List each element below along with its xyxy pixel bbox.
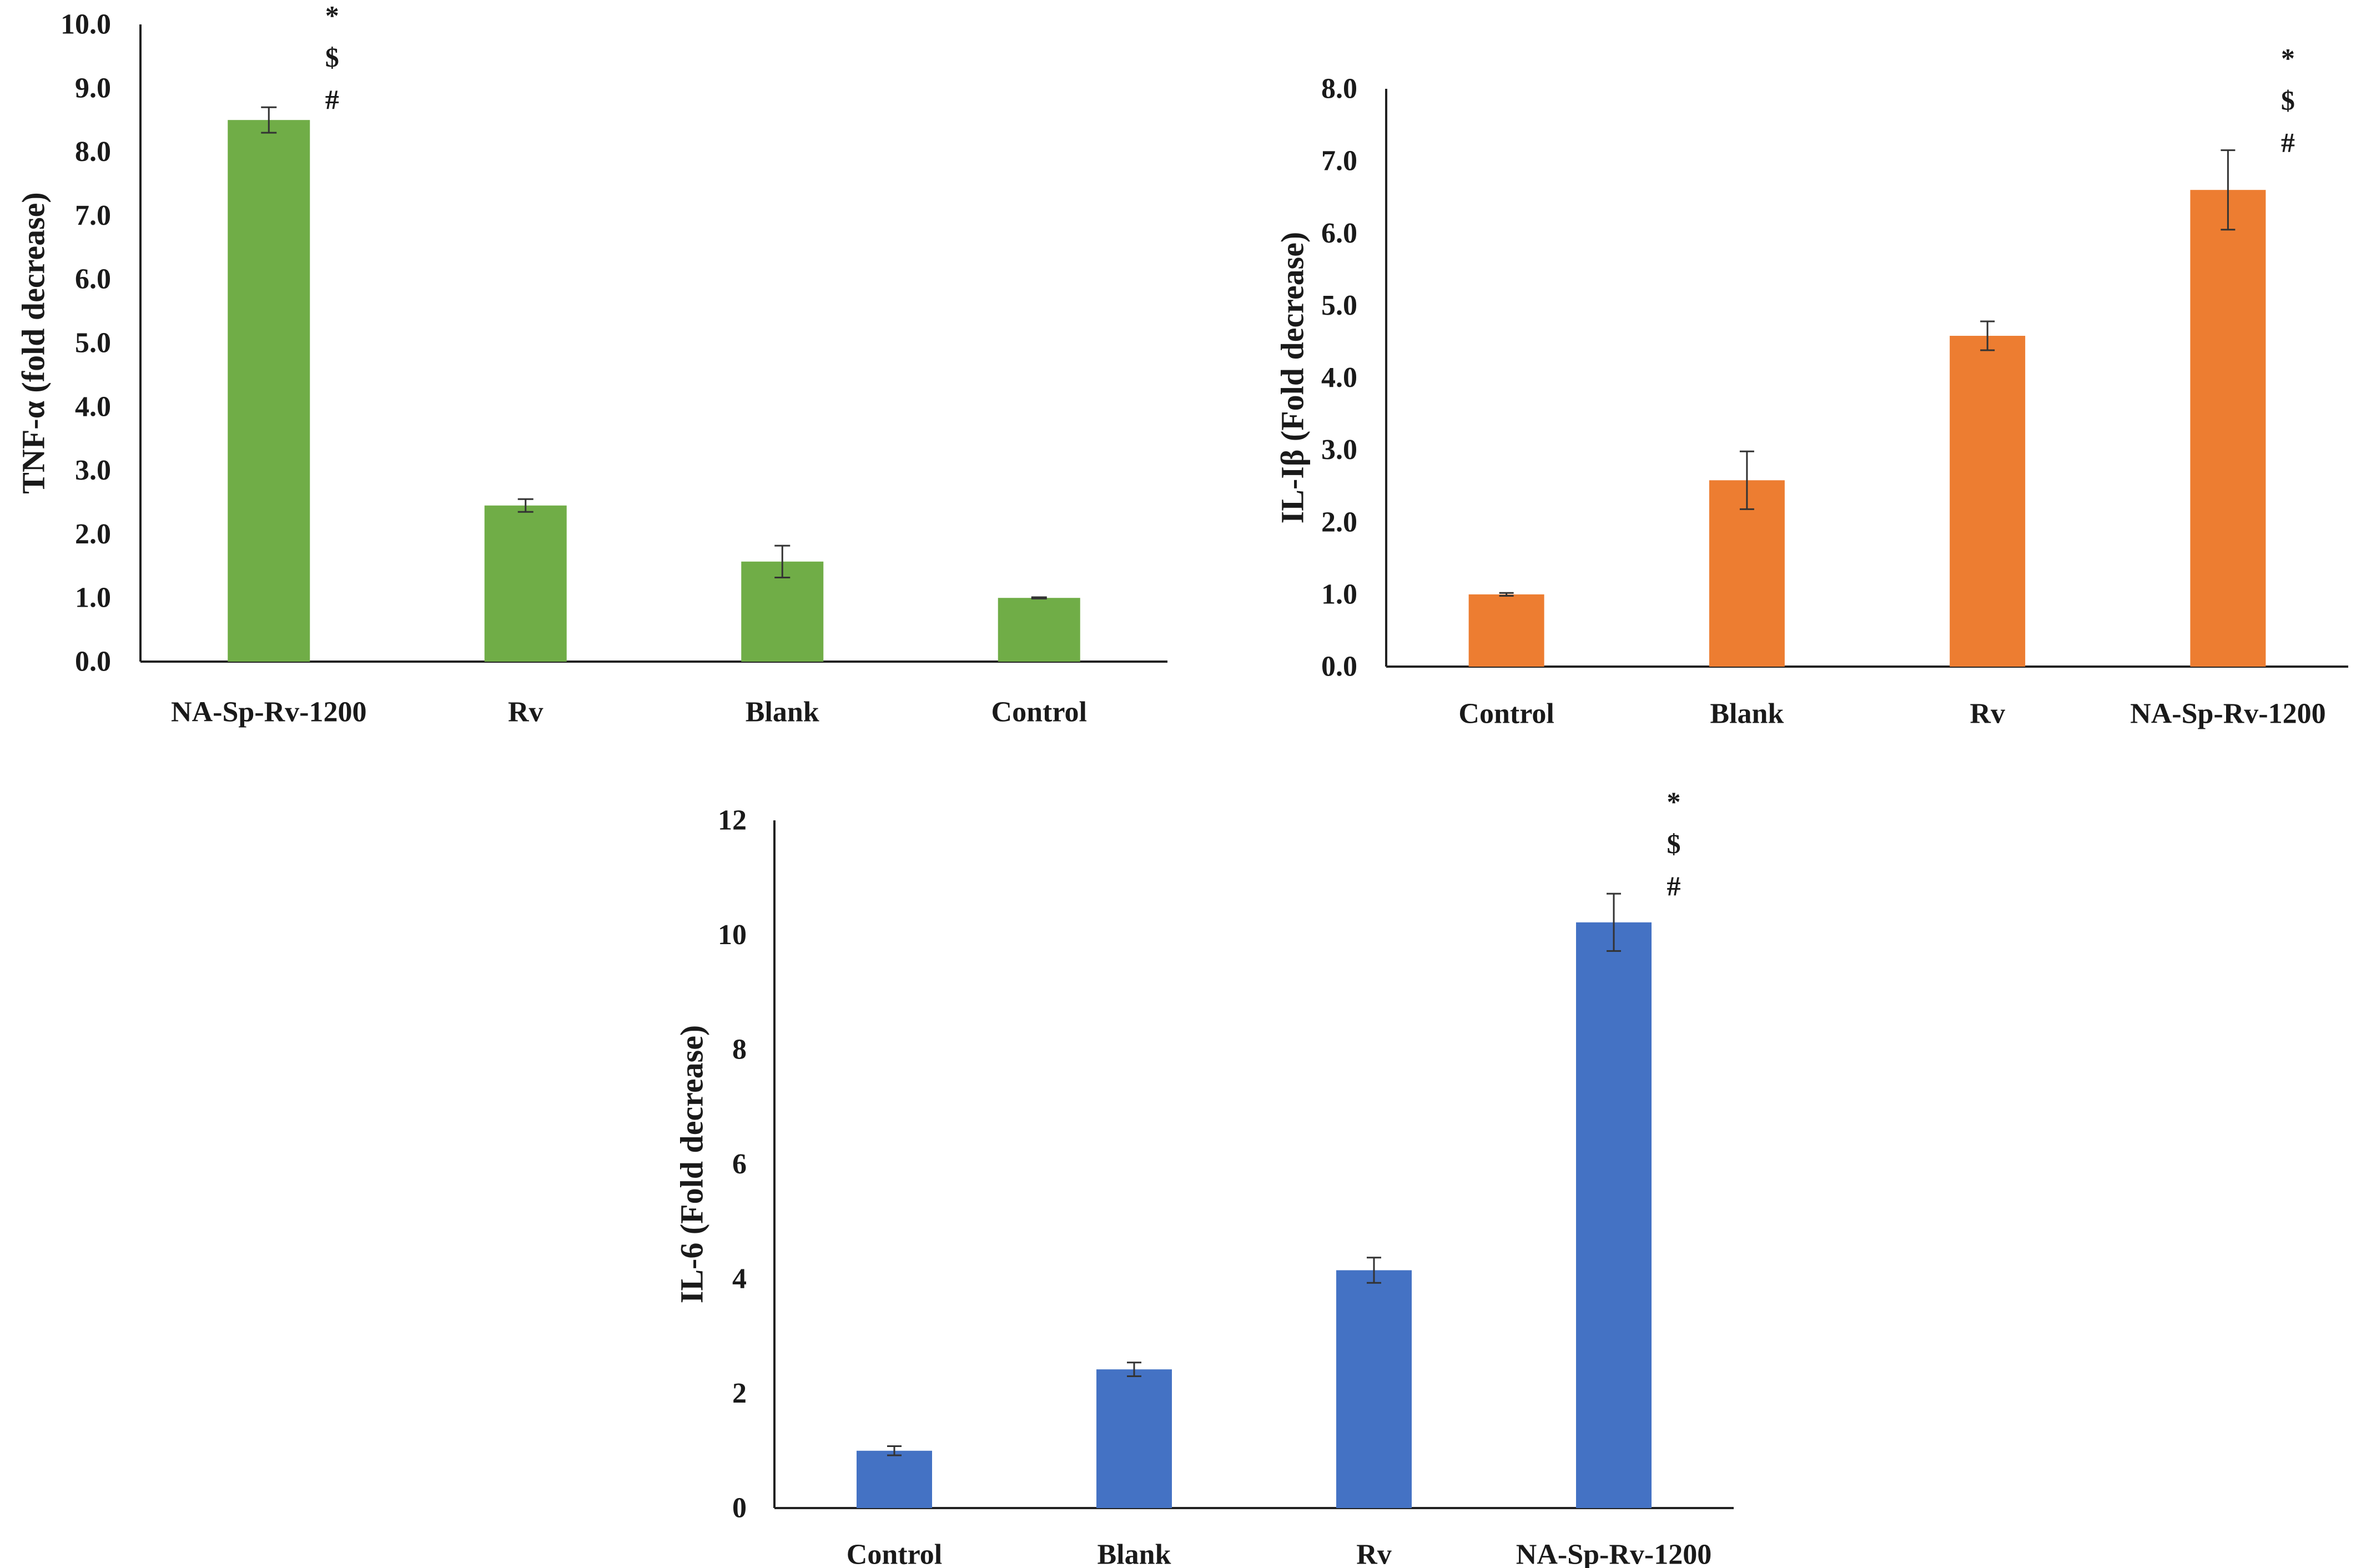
y-tick-label: 3.0 xyxy=(75,455,111,486)
y-tick-label: 5.0 xyxy=(75,327,111,359)
chart-il1b: 0.0 1.0 2.0 3.0 4.0 5.0 6.0 7.0 8.0 IL-Iβ (Fold d… xyxy=(1275,43,2348,730)
significance-marker: * xyxy=(2281,43,2295,74)
y-tick-label: 4 xyxy=(732,1263,747,1295)
y-tick-label: 8 xyxy=(732,1034,747,1066)
y-tick-label: 6.0 xyxy=(1321,218,1357,249)
y-tick-label: 2.0 xyxy=(75,518,111,550)
x-category-label: Blank xyxy=(1710,698,1784,730)
y-tick-label: 6.0 xyxy=(75,264,111,295)
y-axis-title: TNF-α (fold decrease) xyxy=(16,192,52,494)
significance-marker: # xyxy=(1667,870,1681,901)
x-category-label: Rv xyxy=(1356,1539,1392,1568)
chart-il6: 0 2 4 6 8 10 12 IL-6 (Fold decrease) Control Blan… xyxy=(674,786,1734,1568)
y-tick-label: 9.0 xyxy=(75,72,111,104)
bar[interactable] xyxy=(484,505,567,662)
y-tick-label: 4.0 xyxy=(75,391,111,422)
significance-marker: * xyxy=(325,0,339,31)
y-tick-label: 5.0 xyxy=(1321,290,1357,321)
y-tick-label: 8.0 xyxy=(75,136,111,168)
significance-marker: $ xyxy=(1667,828,1681,859)
bar[interactable] xyxy=(2190,190,2266,667)
y-tick-label: 2.0 xyxy=(1321,506,1357,538)
bar[interactable] xyxy=(857,1450,932,1508)
y-tick-label: 0.0 xyxy=(1321,651,1357,683)
y-tick-label: 0.0 xyxy=(75,646,111,678)
y-tick-label: 3.0 xyxy=(1321,434,1357,466)
y-tick-label: 6 xyxy=(732,1148,747,1180)
significance-marker: $ xyxy=(325,42,339,73)
x-category-label: NA-Sp-Rv-1200 xyxy=(171,697,366,728)
y-tick-label: 2 xyxy=(732,1378,747,1409)
y-tick-label: 4.0 xyxy=(1321,362,1357,394)
bar[interactable] xyxy=(1709,480,1785,667)
y-tick-label: 1.0 xyxy=(75,582,111,614)
x-category-label: NA-Sp-Rv-1200 xyxy=(1516,1539,1711,1568)
bar[interactable] xyxy=(1576,922,1652,1508)
y-tick-label: 1.0 xyxy=(1321,578,1357,610)
y-axis-title: IL-6 (Fold decrease) xyxy=(674,1025,710,1304)
y-tick-label: 12 xyxy=(718,805,747,836)
y-tick-label: 7.0 xyxy=(1321,145,1357,177)
y-tick-label: 0 xyxy=(732,1493,747,1524)
significance-marker: $ xyxy=(2281,85,2295,116)
significance-marker: # xyxy=(325,84,339,115)
bar[interactable] xyxy=(1096,1369,1172,1508)
x-category-label: Blank xyxy=(1098,1539,1171,1568)
y-tick-label: 8.0 xyxy=(1321,73,1357,105)
bar[interactable] xyxy=(1950,336,2026,667)
bar[interactable] xyxy=(228,120,310,662)
bar[interactable] xyxy=(998,598,1080,662)
x-category-label: NA-Sp-Rv-1200 xyxy=(2130,698,2325,730)
bar[interactable] xyxy=(1468,594,1544,667)
significance-marker: * xyxy=(1667,786,1681,817)
y-axis-title: IL-Iβ (Fold decrease) xyxy=(1275,232,1311,524)
x-category-label: Blank xyxy=(746,697,819,728)
x-category-label: Control xyxy=(847,1539,942,1568)
x-category-label: Rv xyxy=(508,697,543,728)
chart-tnf: 0.0 1.0 2.0 3.0 4.0 5.0 6.0 7.0 8.0 9.0 10.0 TNF-α … xyxy=(16,0,1167,728)
x-category-label: Control xyxy=(1458,698,1554,730)
y-tick-label: 7.0 xyxy=(75,200,111,231)
y-tick-label: 10 xyxy=(718,919,747,951)
x-category-label: Rv xyxy=(1970,698,2005,730)
y-tick-label: 10.0 xyxy=(61,9,111,41)
bar[interactable] xyxy=(1336,1270,1412,1508)
significance-marker: # xyxy=(2281,127,2295,158)
x-category-label: Control xyxy=(991,697,1087,728)
